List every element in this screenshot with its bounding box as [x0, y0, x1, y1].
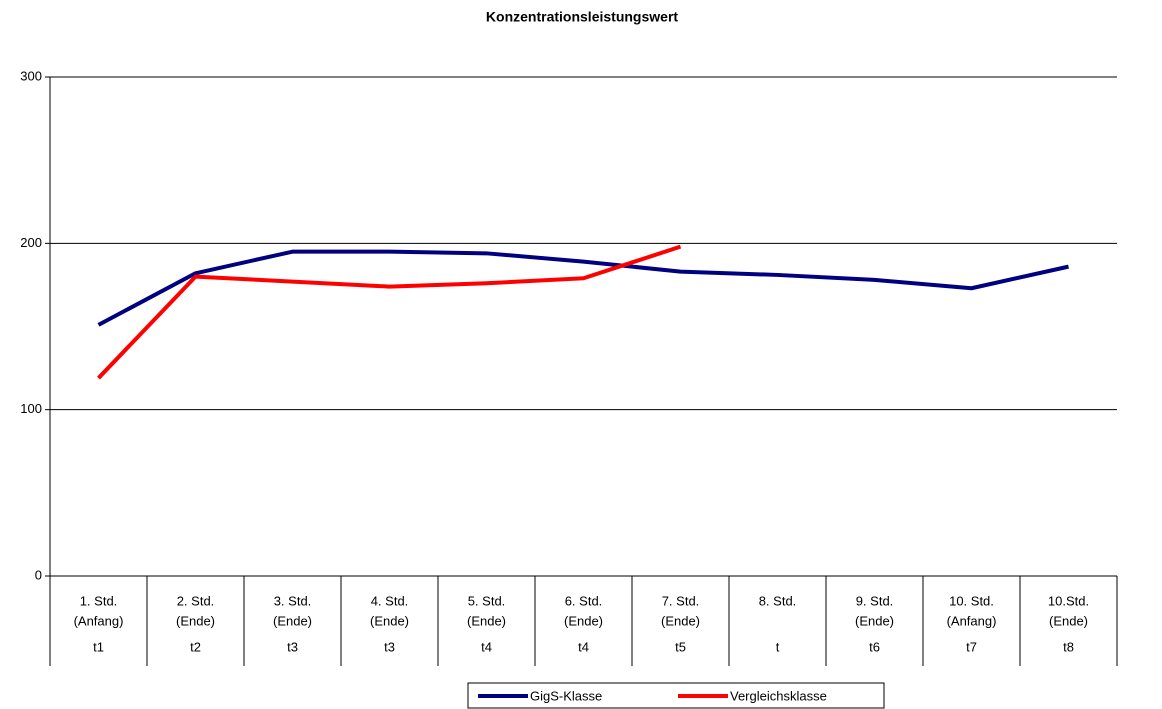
time-point-label: t2 — [190, 639, 201, 654]
y-tick-label: 200 — [20, 235, 42, 250]
x-tick-label: 1. Std. — [80, 593, 118, 608]
time-point-label: t6 — [869, 639, 880, 654]
time-point-label: t3 — [287, 639, 298, 654]
x-tick-label: 10.Std. — [1048, 593, 1089, 608]
legend-label: Vergleichsklasse — [730, 688, 827, 703]
time-point-label: t4 — [578, 639, 589, 654]
legend-box — [467, 682, 885, 709]
time-point-label: t8 — [1063, 639, 1074, 654]
x-tick-label: 3. Std. — [274, 593, 312, 608]
y-tick-label: 300 — [20, 68, 42, 83]
x-tick-label: 5. Std. — [468, 593, 506, 608]
chart-title: Konzentrationsleistungswert — [486, 9, 678, 25]
x-tick-label: (Anfang) — [947, 613, 997, 628]
x-tick-label: (Ende) — [1049, 613, 1088, 628]
y-tick-label: 0 — [35, 567, 42, 582]
x-tick-label: 2. Std. — [177, 593, 215, 608]
time-point-label: t3 — [384, 639, 395, 654]
x-tick-label: (Ende) — [661, 613, 700, 628]
time-point-label: t5 — [675, 639, 686, 654]
x-tick-label: 9. Std. — [856, 593, 894, 608]
x-tick-label: (Ende) — [855, 613, 894, 628]
time-point-label: t — [776, 639, 780, 654]
legend-label: GigS-Klasse — [530, 688, 602, 703]
series-line — [97, 249, 1069, 327]
x-tick-label: 8. Std. — [759, 593, 797, 608]
time-point-label: t4 — [481, 639, 492, 654]
x-tick-label: 7. Std. — [662, 593, 700, 608]
x-tick-label: (Ende) — [176, 613, 215, 628]
x-tick-label: (Ende) — [273, 613, 312, 628]
y-tick-label: 100 — [20, 401, 42, 416]
x-tick-label: (Ende) — [467, 613, 506, 628]
x-tick-label: 6. Std. — [565, 593, 603, 608]
x-tick-label: (Anfang) — [74, 613, 124, 628]
time-point-label: t7 — [966, 639, 977, 654]
series-line — [97, 244, 682, 380]
x-tick-label: (Ende) — [564, 613, 603, 628]
x-tick-label: 4. Std. — [371, 593, 409, 608]
x-tick-label: 10. Std. — [949, 593, 994, 608]
time-point-label: t1 — [93, 639, 104, 654]
x-tick-label: (Ende) — [370, 613, 409, 628]
